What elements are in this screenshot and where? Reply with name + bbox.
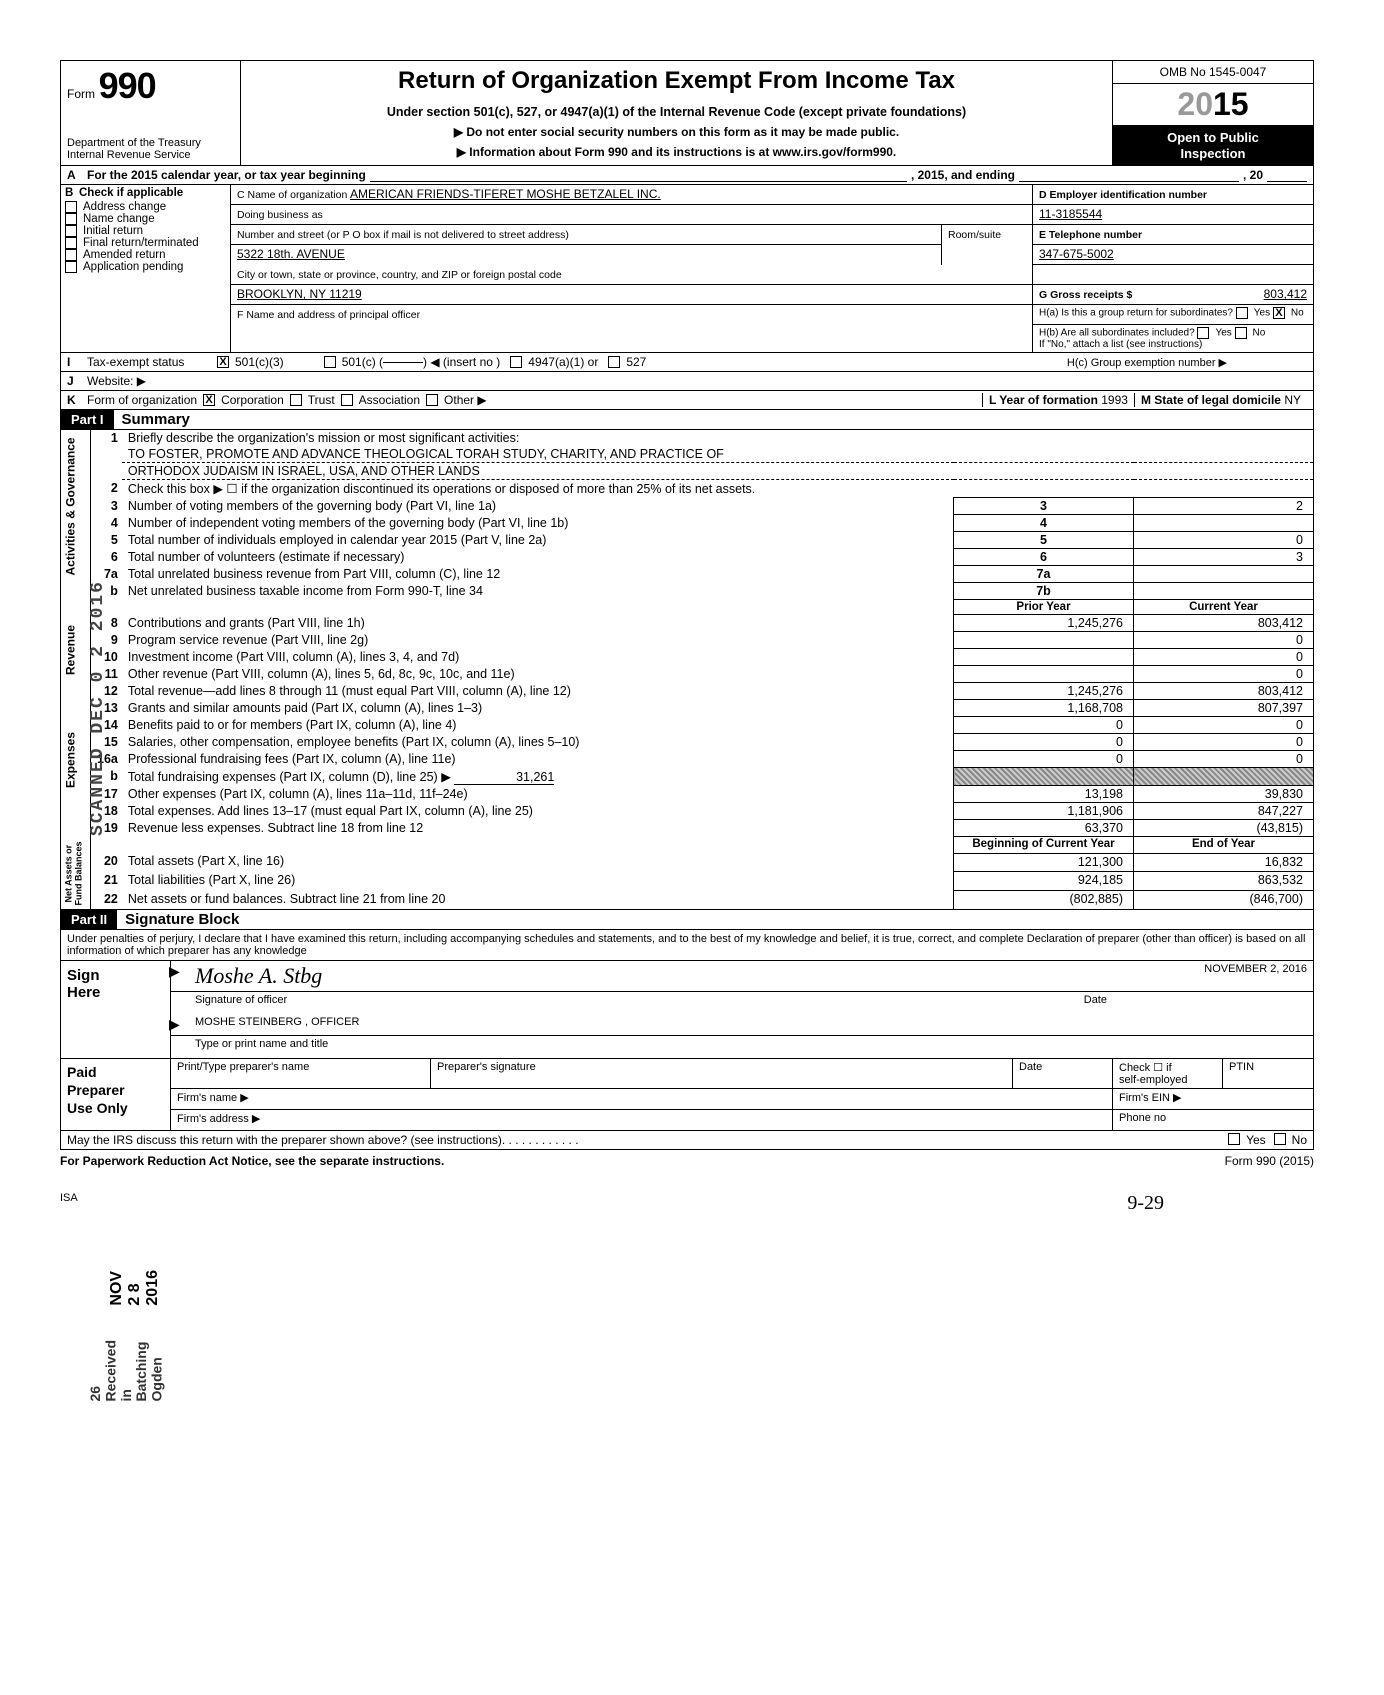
year-formation: 1993 [1101, 393, 1128, 407]
curr-17: 39,830 [1134, 786, 1314, 803]
chk-initial-return[interactable]: Initial return [65, 225, 226, 237]
form-header: Form 990 Department of the Treasury Inte… [60, 60, 1314, 166]
footer: For Paperwork Reduction Act Notice, see … [60, 1150, 1314, 1172]
tax-year: 2015 [1113, 84, 1313, 126]
officer-signature: Moshe A. Stbg [195, 963, 322, 989]
omb-number: OMB No 1545-0047 [1113, 61, 1313, 84]
chk-corp[interactable] [203, 394, 215, 406]
prior-12: 1,245,276 [954, 683, 1134, 700]
prior-19: 63,370 [954, 820, 1134, 837]
chk-address-change[interactable]: Address change [65, 201, 226, 213]
curr-20: 16,832 [1134, 853, 1314, 872]
curr-21: 863,532 [1134, 872, 1314, 891]
chk-app-pending[interactable]: Application pending [65, 261, 226, 273]
form-subtitle: Under section 501(c), 527, or 4947(a)(1)… [251, 105, 1102, 119]
note-info: ▶ Information about Form 990 and its ins… [251, 145, 1102, 159]
val-line3: 2 [1134, 498, 1314, 515]
curr-13: 807,397 [1134, 700, 1314, 717]
form-number: 990 [99, 65, 156, 106]
prior-13: 1,168,708 [954, 700, 1134, 717]
sig-date: NOVEMBER 2, 2016 [1204, 963, 1307, 989]
chk-4947[interactable] [510, 356, 522, 368]
val-line6: 3 [1134, 549, 1314, 566]
row-tax-exempt: I Tax-exempt status 501(c)(3) 501(c) ( )… [60, 353, 1314, 372]
side-revenue: Revenue [61, 600, 91, 700]
penalty-statement: Under penalties of perjury, I declare th… [61, 930, 1313, 961]
chk-hb-yes[interactable] [1197, 327, 1209, 339]
side-activities: Activities & Governance [61, 430, 91, 583]
street-address: 5322 18th. AVENUE [237, 247, 345, 261]
prior-21: 924,185 [954, 872, 1134, 891]
entity-block: BCheck if applicable Address change Name… [60, 185, 1314, 353]
chk-final-return[interactable]: Final return/terminated [65, 237, 226, 249]
curr-8: 803,412 [1134, 615, 1314, 632]
dept-treasury: Department of the Treasury [67, 137, 234, 149]
row-website: J Website: ▶ [60, 372, 1314, 391]
officer-name: MOSHE STEINBERG , OFFICER [195, 1016, 359, 1028]
sign-here-label: Sign Here [61, 961, 171, 1058]
telephone: 347-675-5002 [1039, 247, 1114, 261]
curr-19: (43,815) [1134, 820, 1314, 837]
prior-15: 0 [954, 734, 1134, 751]
chk-hb-no[interactable] [1235, 327, 1247, 339]
curr-11: 0 [1134, 666, 1314, 683]
note-ssn: ▶ Do not enter social security numbers o… [251, 125, 1102, 139]
city-state-zip: BROOKLYN, NY 11219 [237, 287, 362, 301]
curr-9: 0 [1134, 632, 1314, 649]
prior-22: (802,885) [954, 891, 1134, 910]
received-stamp: 26 Received in Batching Ogden [88, 1340, 165, 1401]
summary-table: Activities & Governance 1 Briefly descri… [60, 430, 1314, 910]
chk-amended[interactable]: Amended return [65, 249, 226, 261]
curr-10: 0 [1134, 649, 1314, 666]
chk-name-change[interactable]: Name change [65, 213, 226, 225]
curr-12: 803,412 [1134, 683, 1314, 700]
gross-receipts: 803,412 [1264, 287, 1307, 301]
chk-501c3[interactable] [217, 356, 229, 368]
fundraising-exp: 31,261 [454, 770, 554, 785]
form-label: Form [67, 87, 95, 101]
paid-preparer-label: Paid Preparer Use Only [61, 1059, 171, 1130]
side-expenses: Expenses [61, 700, 91, 820]
nov-stamp: NOV 2 8 2016 [108, 1270, 162, 1306]
chk-assoc[interactable] [341, 394, 353, 406]
form-title: Return of Organization Exempt From Incom… [251, 67, 1102, 95]
row-form-of-org: K Form of organization Corporation Trust… [60, 391, 1314, 410]
prior-20: 121,300 [954, 853, 1134, 872]
signature-block: Under penalties of perjury, I declare th… [60, 930, 1314, 1150]
chk-other[interactable] [426, 394, 438, 406]
state-domicile: NY [1284, 393, 1301, 407]
chk-ha-yes[interactable] [1236, 307, 1248, 319]
part2-header: Part II Signature Block [60, 910, 1314, 930]
prior-8: 1,245,276 [954, 615, 1134, 632]
chk-501c[interactable] [324, 356, 336, 368]
val-line5: 0 [1134, 532, 1314, 549]
curr-16a: 0 [1134, 751, 1314, 768]
ein: 11-3185544 [1039, 207, 1102, 221]
chk-trust[interactable] [290, 394, 302, 406]
line-a: A For the 2015 calendar year, or tax yea… [60, 166, 1314, 185]
prior-18: 1,181,906 [954, 803, 1134, 820]
public-inspection: Open to Public Inspection [1113, 126, 1313, 165]
org-name: AMERICAN FRIENDS-TIFERET MOSHE BETZALEL … [350, 187, 661, 201]
chk-discuss-no[interactable] [1274, 1133, 1286, 1145]
handwritten-note: 9-29 [1127, 1192, 1164, 1215]
scanned-stamp: SCANNED DEC 0 2 2016 [88, 580, 108, 836]
irs-label: Internal Revenue Service [67, 149, 234, 161]
chk-ha-no[interactable] [1273, 307, 1285, 319]
chk-527[interactable] [608, 356, 620, 368]
prior-17: 13,198 [954, 786, 1134, 803]
curr-15: 0 [1134, 734, 1314, 751]
curr-14: 0 [1134, 717, 1314, 734]
chk-discuss-yes[interactable] [1228, 1133, 1240, 1145]
mission-line1: TO FOSTER, PROMOTE AND ADVANCE THEOLOGIC… [122, 446, 1314, 463]
prior-14: 0 [954, 717, 1134, 734]
mission-line2: ORTHODOX JUDAISM IN ISRAEL, USA, AND OTH… [122, 463, 1314, 480]
curr-22: (846,700) [1134, 891, 1314, 910]
curr-18: 847,227 [1134, 803, 1314, 820]
prior-16a: 0 [954, 751, 1134, 768]
part1-header: Part I Summary [60, 410, 1314, 430]
isa-label: ISA [60, 1192, 78, 1215]
side-net-assets: Net Assets or Fund Balances [61, 837, 91, 910]
